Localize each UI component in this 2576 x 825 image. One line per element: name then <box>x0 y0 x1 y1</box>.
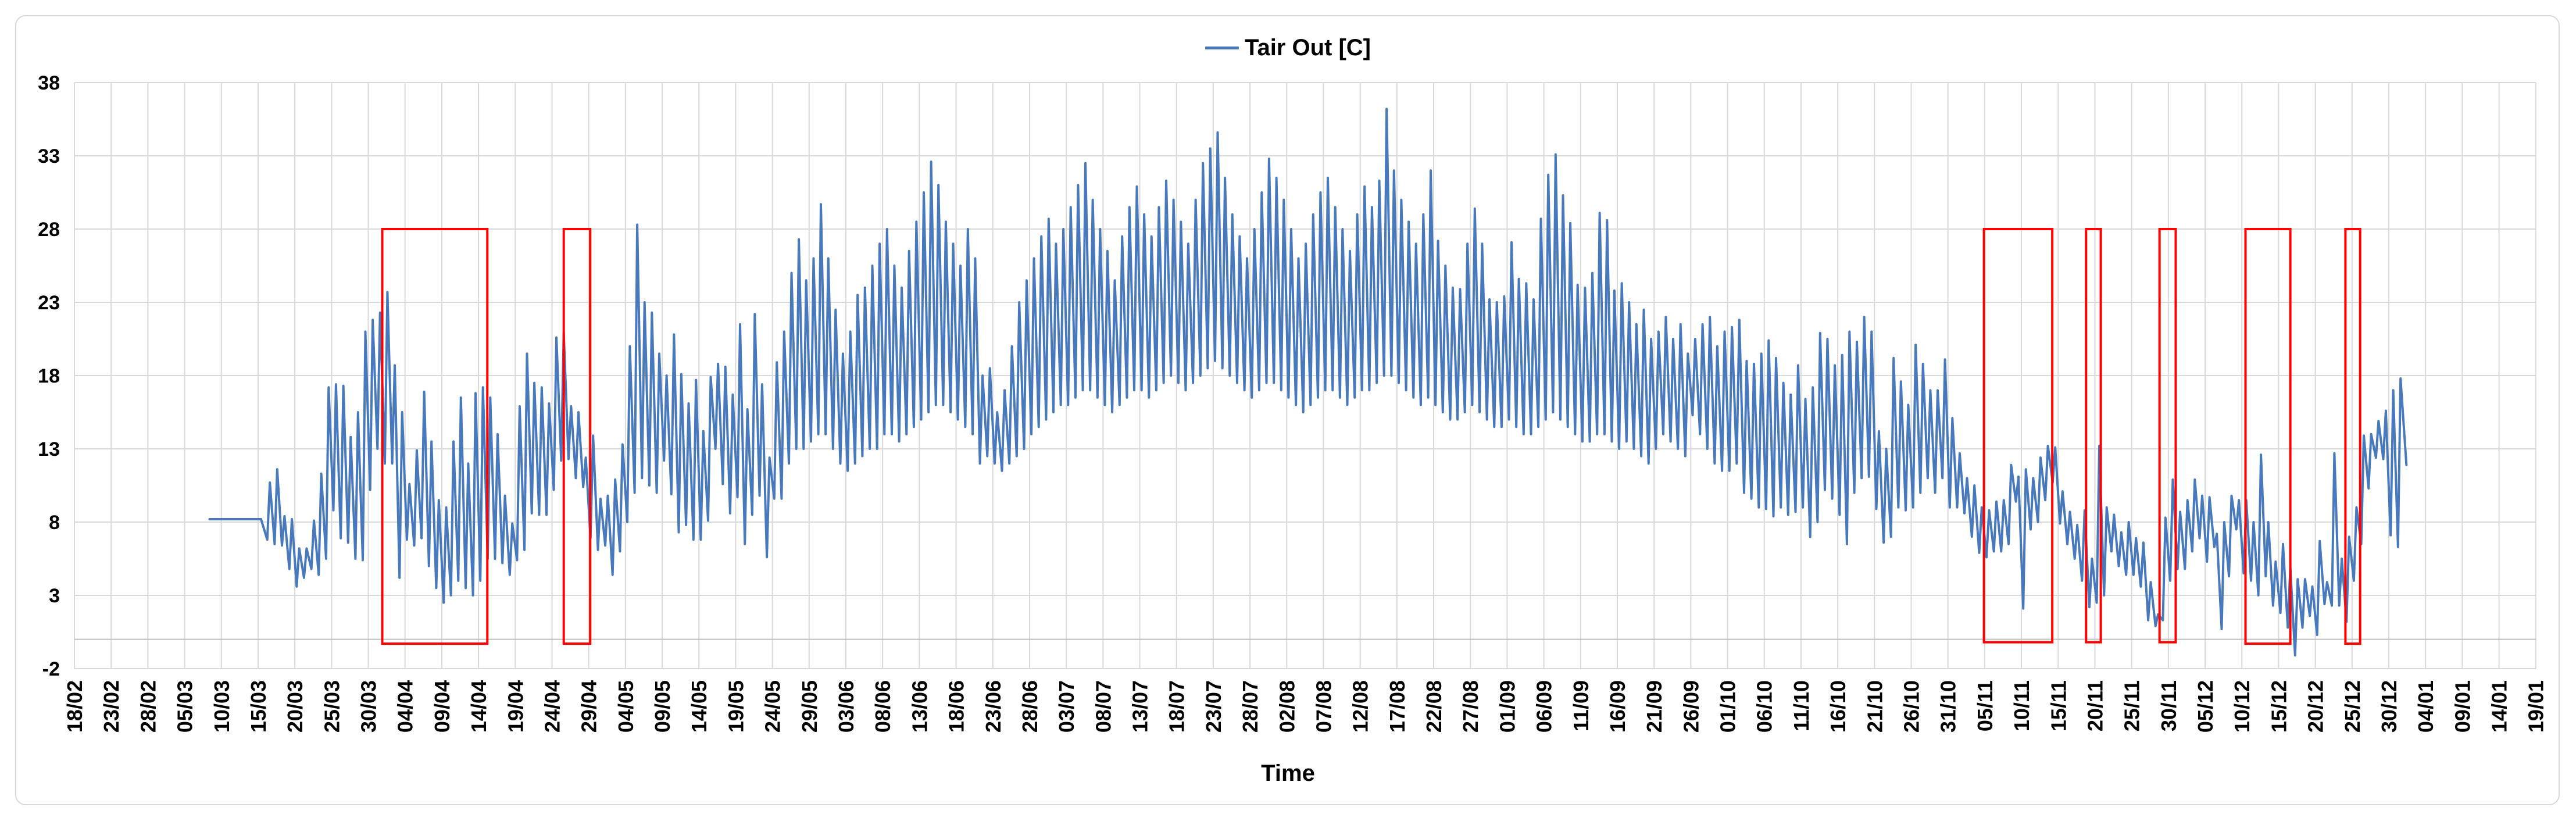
svg-text:16/10: 16/10 <box>1826 680 1850 733</box>
svg-text:10/11: 10/11 <box>2010 680 2034 731</box>
svg-text:24/05: 24/05 <box>761 680 785 733</box>
y-axis-tick-labels: 38 33 28 23 18 13 8 3 -2 <box>38 72 60 680</box>
svg-text:09/04: 09/04 <box>430 680 454 733</box>
svg-text:10/03: 10/03 <box>210 680 234 733</box>
svg-text:04/01: 04/01 <box>2414 680 2438 733</box>
svg-text:30/12: 30/12 <box>2377 680 2401 733</box>
svg-text:11/10: 11/10 <box>1789 680 1813 731</box>
svg-text:20/12: 20/12 <box>2304 680 2328 733</box>
svg-text:15/03: 15/03 <box>246 680 270 733</box>
svg-text:21/10: 21/10 <box>1863 680 1887 733</box>
svg-text:23/06: 23/06 <box>981 680 1005 733</box>
svg-text:12/08: 12/08 <box>1349 680 1373 733</box>
svg-text:13: 13 <box>38 438 60 460</box>
svg-text:04/04: 04/04 <box>394 680 417 733</box>
svg-text:07/08: 07/08 <box>1312 680 1335 733</box>
svg-text:38: 38 <box>38 72 60 94</box>
svg-text:28/02: 28/02 <box>136 680 160 733</box>
svg-text:31/10: 31/10 <box>1937 680 1960 733</box>
svg-text:26/10: 26/10 <box>1900 680 1924 733</box>
svg-text:20/03: 20/03 <box>283 680 307 733</box>
svg-text:13/07: 13/07 <box>1128 680 1152 733</box>
svg-text:18: 18 <box>38 365 60 387</box>
svg-text:08/07: 08/07 <box>1091 680 1115 733</box>
svg-text:33: 33 <box>38 145 60 167</box>
svg-text:23: 23 <box>38 292 60 314</box>
svg-text:06/10: 06/10 <box>1753 680 1777 733</box>
svg-text:3: 3 <box>49 585 60 607</box>
svg-text:28: 28 <box>38 219 60 241</box>
svg-text:14/04: 14/04 <box>467 680 491 733</box>
svg-text:06/09: 06/09 <box>1532 680 1556 733</box>
svg-text:25/03: 25/03 <box>320 680 344 733</box>
svg-text:20/11: 20/11 <box>2083 680 2107 731</box>
svg-text:30/03: 30/03 <box>357 680 381 733</box>
svg-text:10/12: 10/12 <box>2230 680 2254 733</box>
svg-text:15/11: 15/11 <box>2046 680 2070 731</box>
tair-out-series-line <box>208 108 2408 657</box>
svg-text:19/01: 19/01 <box>2524 680 2548 733</box>
svg-text:23/07: 23/07 <box>1202 680 1226 733</box>
svg-text:14/01: 14/01 <box>2488 680 2511 733</box>
svg-text:21/09: 21/09 <box>1642 680 1666 733</box>
svg-text:27/08: 27/08 <box>1459 680 1482 733</box>
svg-text:25/12: 25/12 <box>2341 680 2364 733</box>
svg-text:18/07: 18/07 <box>1165 680 1189 733</box>
svg-text:05/12: 05/12 <box>2193 680 2217 733</box>
svg-text:02/08: 02/08 <box>1275 680 1299 733</box>
svg-text:19/05: 19/05 <box>724 680 748 733</box>
svg-text:-2: -2 <box>42 658 60 680</box>
svg-text:05/03: 05/03 <box>173 680 197 733</box>
svg-text:18/02: 18/02 <box>63 680 87 733</box>
svg-text:08/06: 08/06 <box>871 680 895 733</box>
svg-text:16/09: 16/09 <box>1606 680 1630 733</box>
svg-text:29/05: 29/05 <box>798 680 821 733</box>
svg-text:19/04: 19/04 <box>503 680 527 733</box>
svg-text:09/05: 09/05 <box>651 680 674 733</box>
svg-text:18/06: 18/06 <box>945 680 969 733</box>
svg-text:04/05: 04/05 <box>614 680 638 733</box>
svg-text:14/05: 14/05 <box>687 680 711 733</box>
svg-text:11/09: 11/09 <box>1569 680 1593 731</box>
svg-text:22/08: 22/08 <box>1422 680 1446 733</box>
svg-text:13/06: 13/06 <box>908 680 931 733</box>
svg-text:30/11: 30/11 <box>2157 680 2181 731</box>
svg-text:26/09: 26/09 <box>1679 680 1703 733</box>
svg-text:03/06: 03/06 <box>834 680 858 733</box>
svg-text:15/12: 15/12 <box>2267 680 2291 733</box>
svg-text:23/02: 23/02 <box>99 680 123 733</box>
svg-text:09/01: 09/01 <box>2450 680 2474 733</box>
svg-text:8: 8 <box>49 512 60 534</box>
svg-text:03/07: 03/07 <box>1055 680 1078 733</box>
chart-area-border <box>15 15 2560 805</box>
svg-text:05/11: 05/11 <box>1973 680 1997 731</box>
svg-text:28/06: 28/06 <box>1018 680 1042 733</box>
svg-text:25/11: 25/11 <box>2120 680 2144 731</box>
red-annotation-rectangles <box>381 228 2361 645</box>
svg-text:28/07: 28/07 <box>1238 680 1262 733</box>
svg-text:17/08: 17/08 <box>1385 680 1409 733</box>
svg-text:01/10: 01/10 <box>1716 680 1740 733</box>
svg-text:01/09: 01/09 <box>1495 680 1519 733</box>
x-axis-tick-labels: 18/02 23/02 28/02 05/03 10/03 15/03 20/03 25/03… <box>63 680 2548 733</box>
svg-text:24/04: 24/04 <box>540 680 564 733</box>
svg-text:29/04: 29/04 <box>577 680 601 733</box>
